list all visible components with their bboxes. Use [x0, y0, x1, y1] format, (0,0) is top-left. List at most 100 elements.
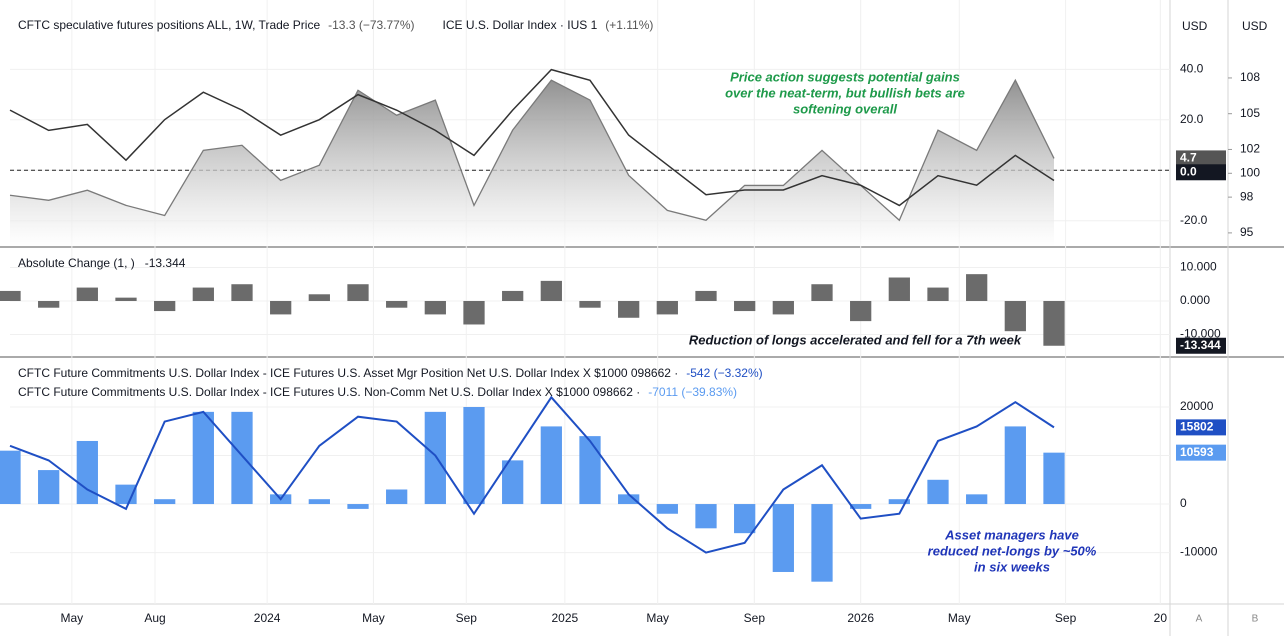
y-tick-label: -20.0: [1180, 213, 1208, 227]
control-button[interactable]: B: [1252, 614, 1259, 625]
bar: [347, 504, 369, 509]
bar: [386, 489, 408, 505]
legend-name: CFTC Future Commitments U.S. Dollar Inde…: [18, 366, 678, 380]
y-tick-label: 10.000: [1180, 260, 1217, 274]
legend-name: CFTC speculative futures positions ALL, …: [18, 18, 320, 32]
x-tick-label: Sep: [456, 611, 478, 625]
bar: [734, 504, 756, 534]
bar: [308, 294, 330, 301]
badge-label: -13.344: [1180, 338, 1221, 352]
x-tick-label: May: [646, 611, 669, 625]
legend-name: ICE U.S. Dollar Index · IUS 1: [443, 18, 598, 32]
bar: [154, 499, 176, 505]
bar: [579, 436, 601, 505]
y2-tick-label: 95: [1240, 225, 1254, 239]
bar: [231, 284, 253, 301]
bar: [1043, 452, 1065, 505]
bar: [463, 407, 485, 505]
bar: [850, 300, 872, 322]
axis-unit: USD: [1182, 19, 1208, 33]
bar: [424, 411, 446, 505]
x-tick-label: May: [948, 611, 971, 625]
badge-label: 10593: [1180, 445, 1214, 459]
y2-tick-label: 98: [1240, 189, 1254, 203]
annotation: reduced net-longs by ~50%: [928, 543, 1097, 558]
bar: [850, 504, 872, 509]
annotation: Asset managers have: [944, 527, 1079, 542]
bar: [154, 300, 176, 312]
axis-unit: USD: [1242, 19, 1268, 33]
y-tick-label: -10.000: [1180, 327, 1221, 341]
bar: [888, 277, 910, 301]
bar: [966, 494, 988, 505]
series-line: [9, 68, 1055, 207]
bar: [772, 504, 794, 572]
bar: [347, 284, 369, 301]
bar: [192, 411, 214, 505]
badge-bg: [1176, 444, 1226, 461]
x-tick-label: 2025: [552, 611, 579, 625]
x-tick-label: 2026: [847, 611, 874, 625]
bar: [1004, 426, 1026, 505]
badge-label: 0.0: [1180, 164, 1197, 178]
area-line: [9, 78, 1055, 222]
series-line: [9, 395, 1055, 554]
legend-change: -13.3 (−73.77%): [328, 18, 414, 32]
bar: [579, 300, 601, 308]
pane-value: -13.344: [145, 256, 186, 270]
bar: [811, 284, 833, 301]
y-tick-label: 0.000: [1180, 293, 1210, 307]
annotation: softening overall: [793, 101, 897, 116]
value-badge: -13.344: [1176, 337, 1226, 354]
badge-label: 4.7: [1180, 151, 1197, 165]
legend-change: -542 (−3.32%): [686, 366, 762, 380]
bar: [231, 411, 253, 505]
y-tick-label: 0: [1180, 496, 1187, 510]
bar: [540, 280, 562, 301]
badge-label: 15802: [1180, 420, 1214, 434]
legend-name: CFTC Future Commitments U.S. Dollar Inde…: [18, 385, 640, 399]
x-tick-label: Sep: [1055, 611, 1077, 625]
bar: [656, 300, 678, 315]
y2-tick-label: 108: [1240, 70, 1260, 84]
pane-title: Absolute Change (1, ): [18, 256, 135, 270]
y-tick-label: 20000: [1180, 399, 1214, 413]
badge-bg: [1176, 150, 1226, 167]
bar: [308, 499, 330, 505]
bar: [772, 300, 794, 315]
area-fill: [10, 80, 1054, 247]
y-tick-label: 40.0: [1180, 61, 1204, 75]
bar: [76, 287, 98, 301]
annotation: over the neat-term, but bullish bets are: [725, 85, 965, 100]
bar: [695, 290, 717, 301]
bar: [695, 504, 717, 529]
annotation: Price action suggests potential gains: [730, 69, 960, 84]
bar: [386, 300, 408, 308]
annotation: Reduction of longs accelerated and fell …: [689, 332, 1022, 347]
y-tick-label: 20.0: [1180, 112, 1204, 126]
bar: [540, 426, 562, 505]
x-tick-label: Aug: [144, 611, 165, 625]
bar: [192, 287, 214, 301]
value-badge: 4.7: [1176, 150, 1226, 167]
badge-bg: [1176, 337, 1226, 354]
x-tick-label: 20: [1154, 611, 1168, 625]
control-button[interactable]: A: [1196, 614, 1203, 625]
value-badge: 15802: [1176, 419, 1226, 436]
bar: [76, 440, 98, 505]
value-badge: 10593: [1176, 444, 1226, 461]
bar: [270, 300, 292, 315]
bar: [1043, 300, 1065, 346]
y2-tick-label: 105: [1240, 106, 1260, 120]
bar: [618, 494, 640, 505]
x-tick-label: May: [61, 611, 84, 625]
badge-bg: [1176, 419, 1226, 436]
bar: [811, 504, 833, 582]
bar: [1004, 300, 1026, 332]
x-tick-label: May: [362, 611, 385, 625]
bar: [0, 450, 21, 505]
bar: [424, 300, 446, 315]
bar: [927, 287, 949, 301]
